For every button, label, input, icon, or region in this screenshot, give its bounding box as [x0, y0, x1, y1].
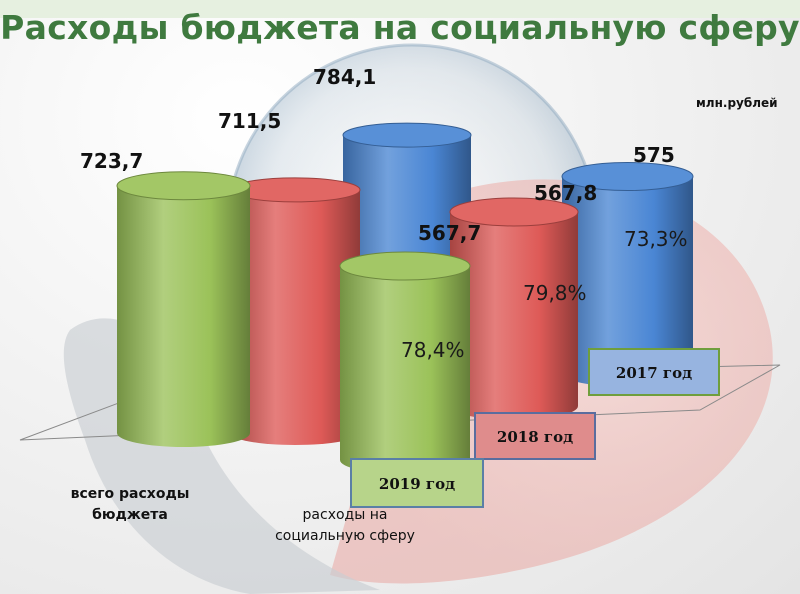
bar-cylinder: [449, 197, 579, 420]
legend-2019: 2019 год: [350, 458, 484, 508]
bar-body: [340, 266, 470, 474]
bar-top: [342, 122, 472, 148]
bar-top: [561, 162, 694, 192]
category-label-social: расходы на социальную сферу: [245, 505, 445, 547]
data-label: 723,7: [80, 149, 143, 173]
bar-top: [339, 251, 471, 281]
category-label-line: расходы на: [302, 507, 388, 523]
data-label: 567,7: [418, 221, 481, 245]
bar-top: [116, 171, 251, 201]
bars-layer: [116, 122, 694, 474]
bar-top: [449, 197, 579, 227]
category-label-total: всего расходы бюджета: [50, 484, 210, 526]
bar-cylinder: [229, 177, 361, 445]
category-label-line: социальную сферу: [275, 528, 415, 544]
data-label: 575: [633, 143, 675, 167]
bar-body: [562, 176, 693, 388]
bar-cylinder: [339, 251, 471, 474]
top-band: [0, 0, 800, 18]
unit-label: млн.рублей: [696, 96, 778, 110]
bar-body: [450, 211, 578, 420]
share-label: 78,4%: [401, 338, 465, 362]
share-label: 79,8%: [523, 281, 587, 305]
bar-cylinder: [561, 162, 694, 388]
legend-2018: 2018 год: [474, 412, 596, 460]
bar-cylinder: [116, 171, 251, 448]
data-label: 567,8: [534, 181, 597, 205]
category-label-line: всего расходы: [70, 486, 190, 502]
chart-title: Расходы бюджета на социальную сферу: [0, 8, 800, 47]
value-labels-layer: 784,1 711,5 723,7 575 567,8 567,7 73,3% 79,8% 78…: [80, 65, 688, 362]
share-label: 73,3%: [624, 227, 688, 251]
bar-body: [230, 189, 360, 445]
data-label: 784,1: [313, 65, 376, 89]
bar-body: [117, 185, 250, 448]
data-label: 711,5: [218, 109, 281, 133]
category-label-line: бюджета: [92, 507, 168, 523]
legend-2017: 2017 год: [588, 348, 720, 396]
